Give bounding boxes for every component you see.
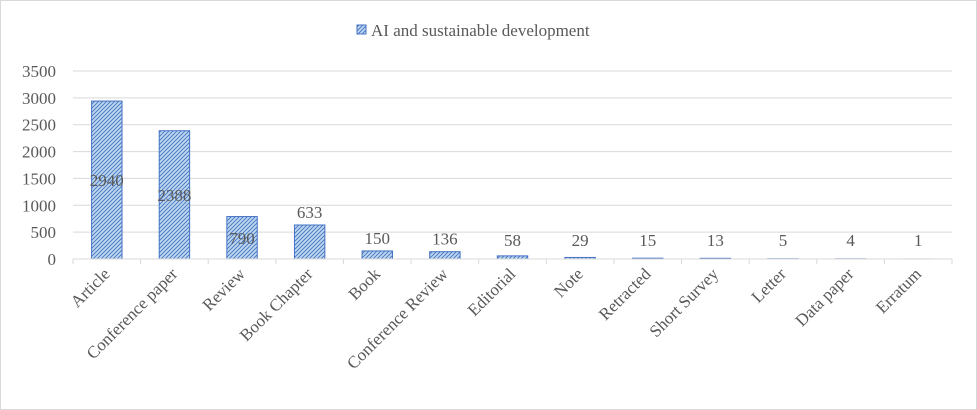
x-tick-label: Erratum	[872, 264, 925, 317]
bar	[361, 250, 393, 260]
y-tick-label: 1000	[22, 196, 56, 215]
x-tick-label: Short Survey	[646, 264, 723, 341]
data-label: 2940	[90, 171, 124, 190]
x-tick-label: Editorial	[464, 264, 520, 320]
x-tick-label: Article	[67, 264, 114, 311]
legend-swatch	[356, 24, 367, 35]
data-label: 58	[504, 231, 521, 250]
y-tick-label: 0	[48, 250, 57, 269]
x-tick-label: Letter	[748, 264, 790, 306]
legend-label: AI and sustainable development	[371, 21, 590, 40]
bar	[158, 130, 191, 260]
data-label: 4	[846, 231, 855, 250]
y-tick-label: 2500	[22, 116, 56, 135]
data-label: 13	[707, 231, 724, 250]
y-tick-label: 3500	[22, 62, 56, 81]
data-label: 2388	[157, 186, 191, 205]
data-label: 29	[572, 231, 589, 250]
data-label: 150	[365, 229, 391, 248]
x-tick-label: Book Chapter	[236, 264, 317, 345]
data-labels: 2940 2388 790 633 150 136 58 29 15 13 5 4 1	[90, 171, 923, 250]
y-tick-label: 3000	[22, 89, 56, 108]
y-tick-label: 2000	[22, 143, 56, 162]
bar	[429, 251, 461, 260]
x-tick-label: Note	[550, 264, 587, 301]
x-tick-label: Review	[199, 264, 250, 315]
y-tick-label: 1500	[22, 169, 56, 188]
y-axis-tick-labels: 0 500 1000 1500 2000 2500 3000 3500	[22, 62, 56, 269]
x-tick-label: Data paper	[792, 264, 858, 330]
bar	[91, 100, 123, 260]
data-label: 633	[297, 203, 323, 222]
x-tick-label: Book	[345, 264, 385, 304]
gridlines	[73, 70, 952, 233]
legend: AI and sustainable development	[356, 21, 590, 40]
x-axis	[72, 258, 953, 264]
data-label: 1	[914, 231, 923, 250]
x-tick-label: Retracted	[595, 264, 655, 324]
y-tick-label: 500	[31, 223, 57, 242]
bars	[91, 100, 934, 260]
data-label: 136	[432, 230, 458, 249]
data-label: 5	[779, 231, 788, 250]
data-label: 15	[639, 231, 656, 250]
data-label: 790	[229, 229, 255, 248]
bar	[293, 224, 326, 260]
